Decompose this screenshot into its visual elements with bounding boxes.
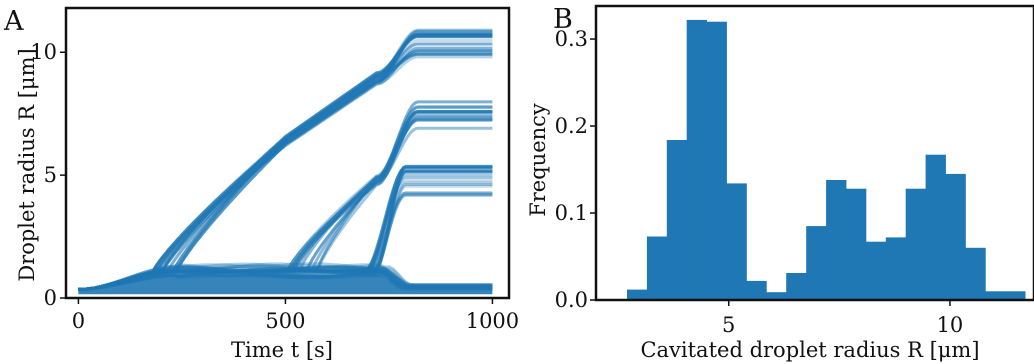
panel-b-x-axis-label: Cavitated droplet radius R [μm] bbox=[640, 338, 979, 362]
histogram-bar bbox=[925, 154, 946, 300]
cavitated-trajectory-line bbox=[78, 33, 493, 291]
panel-b-letter: B bbox=[553, 4, 573, 35]
panel-a-ticks: 0 500 1000 0 5 10 bbox=[30, 40, 519, 333]
histogram-bar bbox=[627, 289, 648, 300]
panel-b-histogram: B 5 10 0.0 0.1 0.2 0.3 Cavitated droplet radi… bbox=[526, 4, 1034, 362]
histogram-bar bbox=[985, 291, 1006, 300]
panel-b-ticks: 5 10 0.0 0.1 0.2 0.3 bbox=[555, 27, 964, 337]
histogram-bar bbox=[806, 226, 827, 300]
panel-a-y-axis-label: Droplet radius R [μm] bbox=[15, 48, 39, 281]
cavitated-trajectory-line bbox=[78, 165, 493, 291]
histogram-bar bbox=[826, 180, 847, 300]
panel-a-x-tick-label: 1000 bbox=[466, 309, 519, 333]
histogram-bar bbox=[666, 140, 688, 300]
panel-a-y-tick-label: 0 bbox=[44, 286, 57, 310]
panel-b-x-tick-label: 5 bbox=[722, 313, 735, 337]
cavitated-trajectory-line bbox=[78, 32, 493, 291]
histogram-bar bbox=[846, 188, 867, 300]
histogram-bar bbox=[945, 173, 966, 300]
panel-b-y-tick-label: 0.1 bbox=[555, 201, 588, 225]
panel-a-line-chart: A 0 500 1000 0 5 10 Time t [s] Droplet radius… bbox=[3, 6, 519, 362]
panel-a-y-tick-label: 5 bbox=[44, 163, 57, 187]
cavitated-trajectory-line bbox=[78, 30, 493, 291]
panel-a-x-tick-label: 500 bbox=[265, 309, 305, 333]
panel-b-y-tick-label: 0.2 bbox=[555, 114, 588, 138]
cavitated-trajectory-line bbox=[78, 34, 493, 291]
histogram-bar bbox=[965, 247, 986, 300]
panel-b-y-axis-label: Frequency bbox=[526, 103, 550, 217]
panel-a-letter: A bbox=[3, 6, 24, 37]
histogram-bar bbox=[746, 280, 767, 300]
histogram-bar bbox=[1005, 291, 1026, 300]
cavitated-trajectory-line bbox=[78, 105, 493, 291]
histogram-bar bbox=[726, 183, 747, 300]
histogram-bar bbox=[865, 241, 887, 300]
cavitated-trajectory-line bbox=[78, 28, 493, 291]
panel-a-x-axis-label: Time t [s] bbox=[231, 338, 333, 362]
histogram-bar bbox=[786, 273, 807, 300]
panel-a-series-lines bbox=[78, 28, 493, 295]
histogram-bar bbox=[905, 188, 926, 300]
histogram-bar bbox=[686, 19, 707, 301]
histogram-bar bbox=[706, 21, 727, 300]
panel-a-x-tick-label: 0 bbox=[72, 309, 85, 333]
histogram-bar bbox=[885, 237, 907, 300]
panel-a-y-tick-label: 10 bbox=[30, 40, 57, 64]
cavitated-trajectory-line bbox=[78, 35, 493, 291]
panel-b-x-tick-label: 10 bbox=[937, 313, 964, 337]
cavitated-trajectory-line bbox=[78, 32, 493, 291]
panel-b-y-tick-label: 0.3 bbox=[555, 27, 588, 51]
panel-a-frame bbox=[64, 6, 511, 300]
histogram-bar bbox=[646, 236, 668, 300]
panel-b-y-tick-label: 0.0 bbox=[555, 288, 588, 312]
panel-b-bars bbox=[627, 19, 1026, 301]
baseline-band bbox=[78, 274, 493, 295]
histogram-bar bbox=[766, 292, 787, 300]
panel-b-frame bbox=[594, 4, 1034, 302]
cavitated-trajectory-line bbox=[78, 169, 493, 291]
